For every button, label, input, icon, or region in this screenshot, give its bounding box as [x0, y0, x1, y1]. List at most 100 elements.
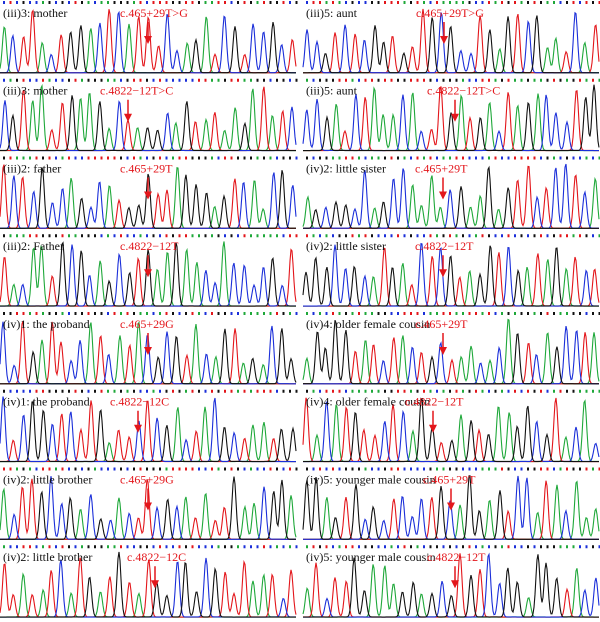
sample-label: (iv)2: little brother [3, 472, 92, 486]
base-tick [107, 312, 109, 315]
base-tick [204, 1, 207, 4]
base-tick [74, 156, 77, 160]
base-tick [325, 312, 328, 315]
base-tick [345, 389, 347, 393]
base-tick [507, 234, 510, 238]
base-tick [9, 467, 12, 471]
base-tick [566, 1, 568, 4]
base-tick [527, 78, 529, 82]
chromatogram-panel: (iii)3: mother c.4822−12T>C [0, 78, 298, 152]
base-tick [377, 545, 380, 549]
base-tick [269, 389, 272, 393]
base-tick [269, 312, 272, 315]
base-tick [338, 389, 341, 393]
base-tick [579, 467, 581, 471]
base-tick [295, 234, 298, 238]
base-tick [22, 389, 25, 393]
base-tick [520, 1, 523, 4]
base-tick [566, 545, 568, 549]
arrow-head [151, 580, 159, 589]
base-tick [100, 78, 103, 82]
base-tick [230, 467, 233, 471]
sample-label: (iii)3: mother [3, 6, 67, 20]
chromatogram-panel: (iv)2: little brother c.4822−12C [0, 545, 298, 618]
base-tick [68, 389, 70, 393]
base-tick [107, 234, 109, 238]
base-tick [507, 312, 510, 315]
base-tick [312, 78, 315, 82]
base-tick [191, 1, 194, 4]
base-tick [598, 389, 600, 393]
trace [0, 167, 296, 229]
chromatogram-panel: (iv)1: the proband c.465+29G [0, 312, 298, 385]
base-tick [198, 234, 200, 238]
variant-annotation: c.4822−12C [127, 550, 186, 564]
base-tick [384, 234, 386, 238]
chromatogram-panel: (iv)2: little sister c.465+29T [302, 156, 600, 229]
base-tick [126, 234, 129, 238]
base-tick [217, 389, 220, 393]
base-tick [358, 467, 360, 471]
base-tick [172, 1, 174, 4]
base-tick [48, 312, 51, 315]
base-tick [282, 389, 285, 393]
base-tick [9, 545, 12, 549]
base-tick [3, 234, 5, 238]
base-tick [178, 156, 181, 160]
base-tick [533, 389, 536, 393]
base-tick [87, 389, 90, 393]
base-tick [332, 312, 334, 315]
base-tick [243, 312, 246, 315]
base-tick [592, 78, 594, 82]
base-tick [81, 467, 83, 471]
base-tick [81, 545, 83, 549]
base-tick [351, 78, 354, 82]
base-tick [585, 78, 588, 82]
base-tick [371, 389, 373, 393]
base-tick [306, 1, 308, 4]
base-tick [256, 156, 259, 160]
base-tick [74, 312, 77, 315]
base-tick [113, 234, 116, 238]
base-tick [397, 312, 399, 315]
base-tick [3, 467, 5, 471]
base-tick [146, 234, 148, 238]
base-tick [16, 1, 18, 4]
arrow-head [439, 269, 447, 278]
base-tick [237, 78, 239, 82]
arrow-head [144, 269, 152, 278]
base-tick [553, 467, 555, 471]
base-tick [371, 312, 373, 315]
base-tick [22, 545, 25, 549]
base-tick [35, 156, 38, 160]
trace [0, 476, 296, 540]
base-tick [338, 312, 341, 315]
base-tick [61, 78, 64, 82]
base-tick [585, 389, 588, 393]
base-tick [35, 234, 38, 238]
base-tick [338, 1, 341, 4]
base-tick [514, 545, 516, 549]
base-tick [230, 1, 233, 4]
base-tick [250, 234, 252, 238]
base-tick [3, 389, 5, 393]
base-tick [325, 389, 328, 393]
base-tick [572, 234, 575, 238]
base-tick [224, 234, 226, 238]
base-tick [204, 156, 207, 160]
base-tick [178, 545, 181, 549]
variant-annotation: c.4822−12T [415, 239, 474, 253]
base-tick [282, 78, 285, 82]
base-tick [449, 234, 451, 238]
base-tick [410, 156, 412, 160]
trace [303, 552, 600, 618]
base-tick [263, 234, 265, 238]
base-tick [185, 545, 187, 549]
base-tick [455, 234, 458, 238]
base-tick [217, 545, 220, 549]
base-tick [475, 312, 477, 315]
base-tick [325, 1, 328, 4]
base-tick [332, 234, 334, 238]
base-tick [351, 1, 354, 4]
base-tick [237, 389, 239, 393]
